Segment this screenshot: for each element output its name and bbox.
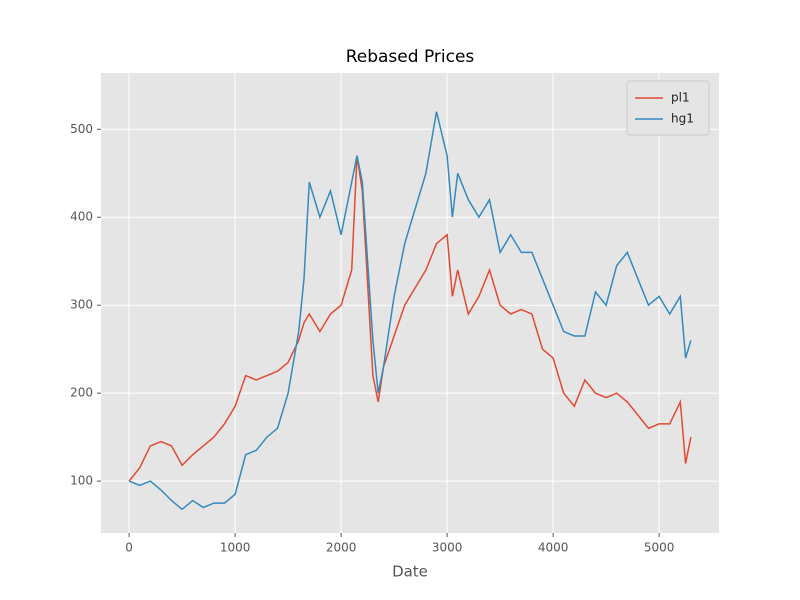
line-series	[128, 155, 692, 482]
x-tick-label: 3000	[432, 541, 463, 555]
x-tick-label: 5000	[644, 541, 675, 555]
x-tick-label: 0	[125, 541, 133, 555]
y-tick-label: 500	[70, 122, 93, 136]
legend: pl1 hg1	[626, 80, 710, 136]
legend-label: hg1	[671, 112, 694, 126]
x-axis-label: Date	[392, 563, 428, 581]
x-tick-label: 2000	[326, 541, 357, 555]
legend-label: pl1	[671, 91, 690, 105]
x-tick-label: 4000	[538, 541, 569, 555]
x-tick-label: 1000	[220, 541, 251, 555]
chart-title: Rebased Prices	[346, 47, 475, 67]
y-tick-label: 300	[70, 298, 93, 312]
legend-box	[626, 80, 710, 136]
y-tick-label: 100	[70, 474, 93, 488]
plot-area	[101, 73, 719, 533]
line-series	[128, 111, 692, 511]
grid	[101, 73, 719, 533]
lines	[128, 111, 692, 511]
y-tick-label: 400	[70, 210, 93, 224]
y-tick-label: 200	[70, 386, 93, 400]
